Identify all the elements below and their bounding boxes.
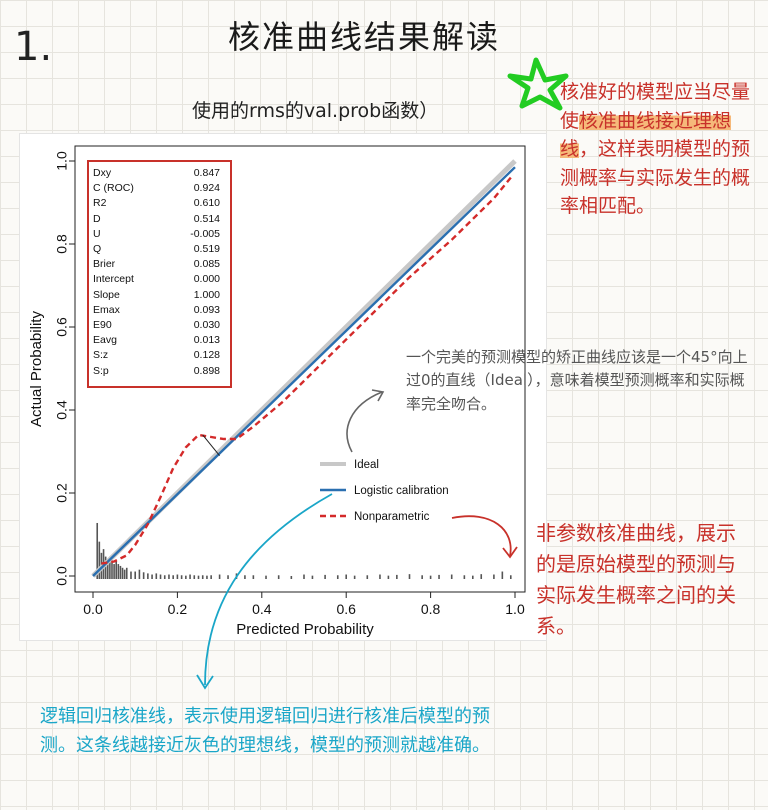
stat-key: S:z bbox=[93, 349, 109, 362]
x-tick-label: 0.2 bbox=[168, 601, 188, 617]
series-logistic-calibration bbox=[92, 166, 516, 577]
stat-value: 0.514 bbox=[193, 212, 220, 225]
y-tick-label: 0.2 bbox=[54, 483, 70, 503]
page-number: 1. bbox=[14, 24, 53, 70]
x-tick-label: 0.4 bbox=[252, 601, 272, 617]
emax-marker bbox=[202, 434, 220, 456]
stat-key: S:p bbox=[93, 364, 109, 377]
y-tick-label: 0.0 bbox=[54, 566, 70, 586]
stat-value: 0.085 bbox=[193, 258, 220, 271]
stat-row: D 0.514 bbox=[93, 213, 226, 228]
stat-row: Slope 1.000 bbox=[93, 289, 226, 304]
stat-value: 0.128 bbox=[193, 349, 220, 362]
stat-value: 0.000 bbox=[193, 273, 220, 286]
stat-key: Intercept bbox=[93, 273, 134, 286]
stat-value: 0.610 bbox=[193, 197, 220, 210]
stat-row: Intercept 0.000 bbox=[93, 273, 226, 288]
note-ideal: 一个完美的预测模型的矫正曲线应该是一个45°向上过0的直线（Ideal），意味着… bbox=[406, 348, 748, 413]
legend-label: Ideal bbox=[354, 459, 379, 471]
stats-box: Dxy 0.847 C (ROC) 0.924 R2 0.610 D 0.514 U -0.005… bbox=[87, 160, 232, 388]
stat-key: Brier bbox=[93, 258, 116, 271]
subtitle: 使用的rms的val.prob函数） bbox=[192, 100, 439, 122]
x-axis-label: Predicted Probability bbox=[236, 621, 374, 638]
y-tick-label: 0.8 bbox=[54, 234, 70, 254]
legend-label: Logistic calibration bbox=[354, 485, 449, 497]
stat-value: 0.030 bbox=[193, 319, 220, 331]
stat-row: S:p 0.898 bbox=[93, 365, 226, 380]
stat-key: Slope bbox=[93, 288, 120, 301]
stat-row: Eavg 0.013 bbox=[93, 334, 226, 349]
stat-row: Emax 0.093 bbox=[93, 304, 226, 319]
stat-key: Emax bbox=[93, 303, 120, 316]
star-icon bbox=[507, 57, 569, 111]
x-tick-label: 1.0 bbox=[505, 601, 525, 617]
stat-row: R2 0.610 bbox=[93, 197, 226, 212]
x-tick-label: 0.8 bbox=[421, 601, 441, 617]
y-tick-label: 0.6 bbox=[54, 317, 70, 337]
stat-key: Q bbox=[93, 243, 102, 255]
note-good-part-a: 核准好的模型应当尽量使 bbox=[560, 81, 751, 132]
y-tick-label: 0.4 bbox=[54, 400, 70, 420]
stat-value: 0.924 bbox=[193, 182, 220, 195]
stat-key: C (ROC) bbox=[93, 182, 134, 195]
stat-row: U -0.005 bbox=[93, 228, 226, 243]
series-nonparametric bbox=[101, 176, 512, 565]
page-title: 核准曲线结果解读 bbox=[228, 18, 501, 56]
stat-value: 0.847 bbox=[193, 167, 220, 179]
stat-key: D bbox=[93, 212, 101, 225]
stat-key: Dxy bbox=[93, 167, 112, 179]
note-logistic: 逻辑回归核准线，表示使用逻辑回归进行核准后模型的预测。这条线越接近灰色的理想线，… bbox=[40, 706, 490, 756]
x-tick-label: 0.0 bbox=[83, 601, 103, 617]
y-axis-label: Actual Probability bbox=[28, 311, 45, 427]
stat-value: 0.093 bbox=[193, 303, 220, 316]
stat-row: Brier 0.085 bbox=[93, 258, 226, 273]
stat-key: E90 bbox=[93, 319, 112, 331]
stat-key: Eavg bbox=[93, 334, 117, 347]
note-good-part-c: ，这样表明模型的预测概率与实际发生的概率相匹配。 bbox=[560, 138, 751, 217]
stat-key: R2 bbox=[93, 197, 107, 210]
stat-key: U bbox=[93, 227, 101, 240]
x-tick-label: 0.6 bbox=[336, 601, 356, 617]
y-tick-label: 1.0 bbox=[54, 151, 70, 171]
arrow-logistic-head-icon bbox=[196, 674, 214, 690]
legend-label: Nonparametric bbox=[354, 511, 430, 523]
note-nonparametric: 非参数核准曲线，展示的是原始模型的预测与实际发生概率之间的关系。 bbox=[536, 521, 736, 638]
stat-row: Q 0.519 bbox=[93, 243, 226, 258]
stat-row: S:z 0.128 bbox=[93, 349, 226, 364]
stat-row: E90 0.030 bbox=[93, 319, 226, 334]
stat-value: 1.000 bbox=[193, 288, 220, 301]
stat-value: -0.005 bbox=[190, 227, 220, 240]
stat-value: 0.519 bbox=[193, 243, 220, 255]
stat-value: 0.013 bbox=[193, 334, 220, 347]
stat-row: Dxy 0.847 bbox=[93, 167, 226, 182]
note-good: 核准好的模型应当尽量使核准曲线接近理想线，这样表明模型的预测概率与实际发生的概率… bbox=[560, 78, 760, 221]
stat-row: C (ROC) 0.924 bbox=[93, 182, 226, 197]
stat-value: 0.898 bbox=[193, 364, 220, 377]
